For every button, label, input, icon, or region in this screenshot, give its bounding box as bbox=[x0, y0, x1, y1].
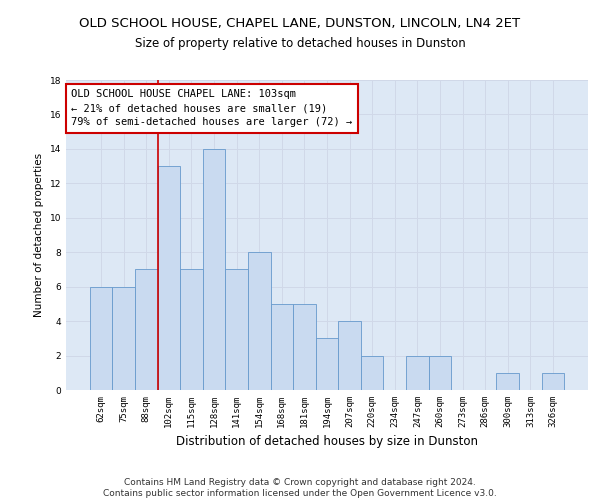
Bar bbox=[226, 270, 248, 390]
Bar bbox=[112, 286, 135, 390]
Text: OLD SCHOOL HOUSE, CHAPEL LANE, DUNSTON, LINCOLN, LN4 2ET: OLD SCHOOL HOUSE, CHAPEL LANE, DUNSTON, … bbox=[79, 18, 521, 30]
Text: Size of property relative to detached houses in Dunston: Size of property relative to detached ho… bbox=[134, 38, 466, 51]
Bar bbox=[406, 356, 428, 390]
Bar bbox=[361, 356, 383, 390]
X-axis label: Distribution of detached houses by size in Dunston: Distribution of detached houses by size … bbox=[176, 436, 478, 448]
Bar bbox=[90, 286, 112, 390]
Bar bbox=[496, 373, 519, 390]
Bar bbox=[180, 270, 203, 390]
Bar bbox=[428, 356, 451, 390]
Text: Contains HM Land Registry data © Crown copyright and database right 2024.
Contai: Contains HM Land Registry data © Crown c… bbox=[103, 478, 497, 498]
Bar bbox=[271, 304, 293, 390]
Bar bbox=[203, 149, 226, 390]
Bar bbox=[316, 338, 338, 390]
Y-axis label: Number of detached properties: Number of detached properties bbox=[34, 153, 44, 317]
Text: OLD SCHOOL HOUSE CHAPEL LANE: 103sqm
← 21% of detached houses are smaller (19)
7: OLD SCHOOL HOUSE CHAPEL LANE: 103sqm ← 2… bbox=[71, 90, 352, 128]
Bar bbox=[248, 252, 271, 390]
Bar bbox=[293, 304, 316, 390]
Bar bbox=[158, 166, 180, 390]
Bar bbox=[135, 270, 158, 390]
Bar bbox=[338, 321, 361, 390]
Bar bbox=[542, 373, 564, 390]
